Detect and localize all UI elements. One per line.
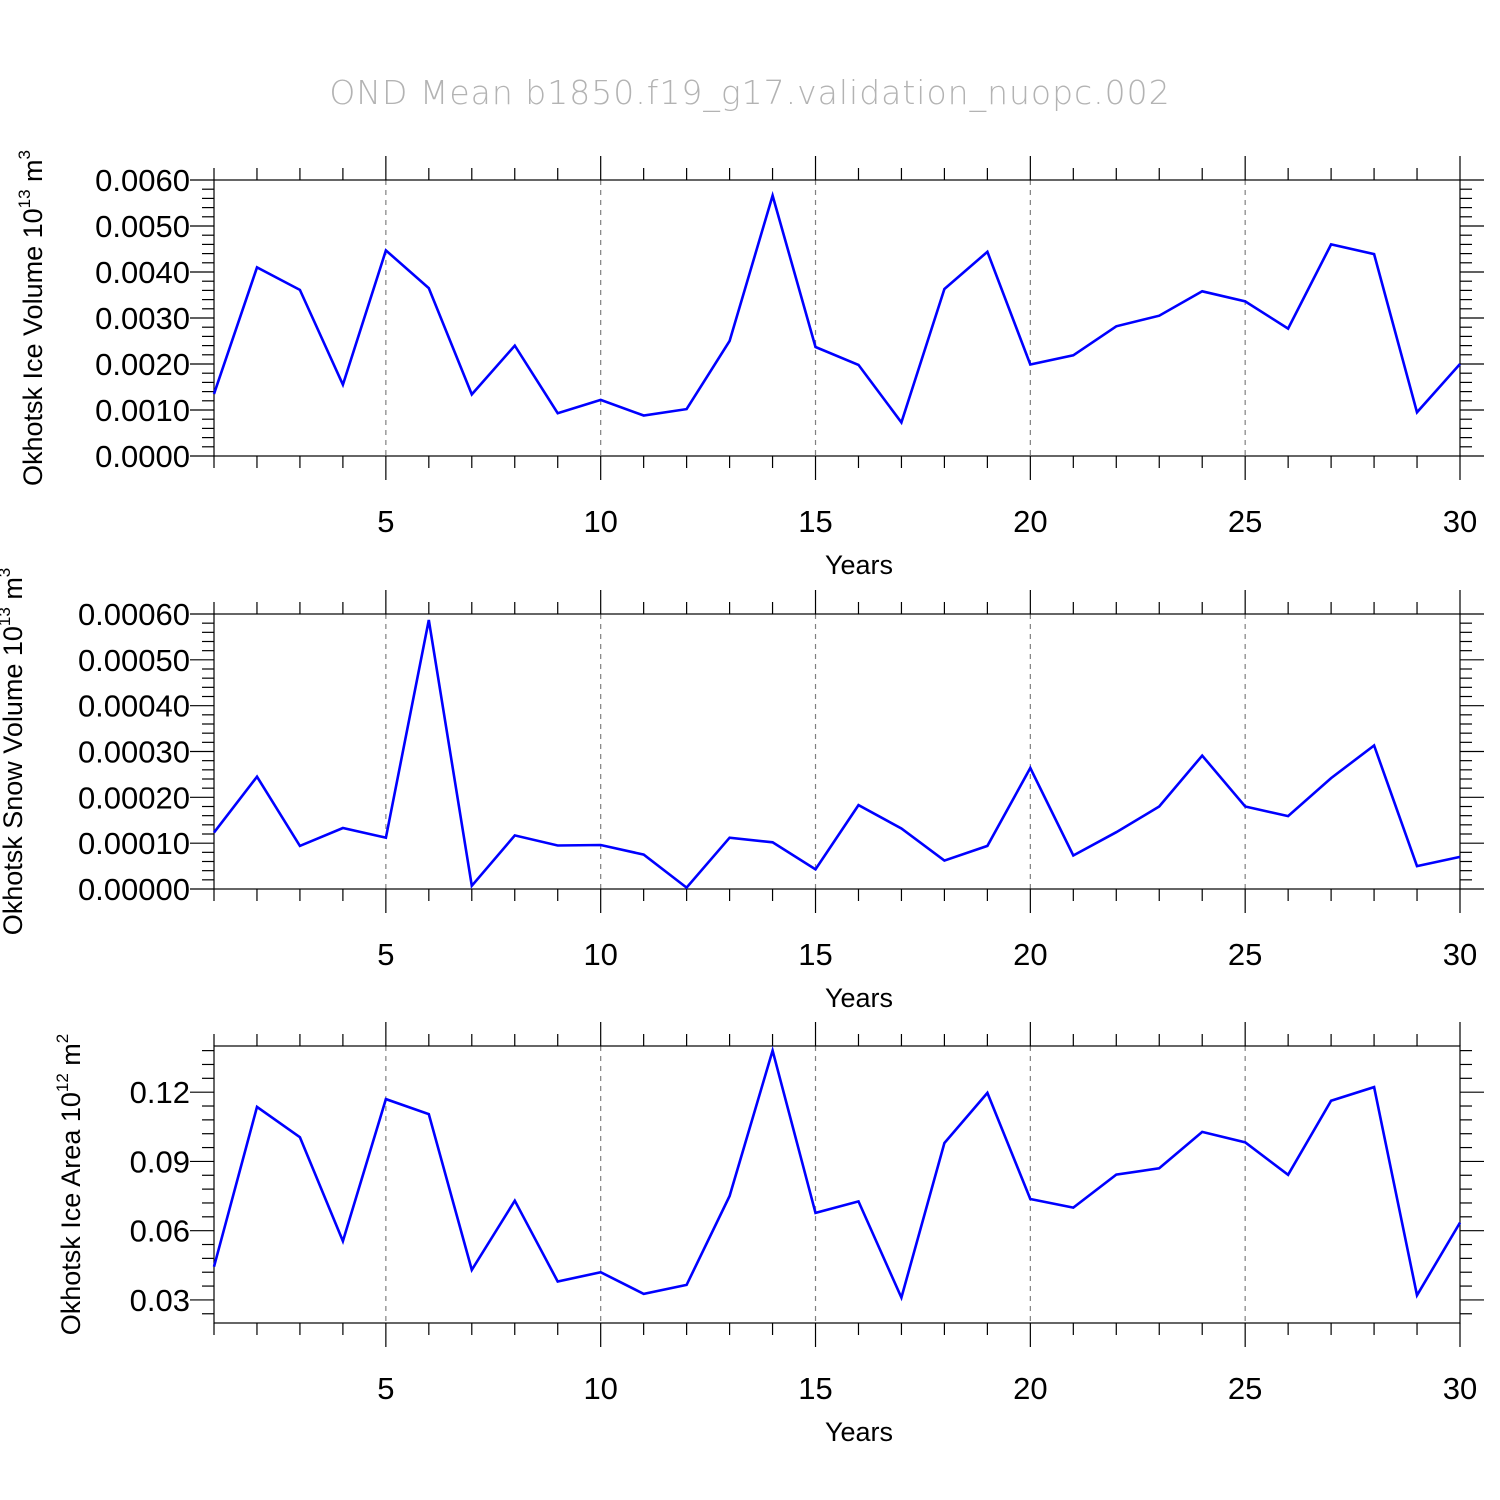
- x-tick-label: 30: [1443, 1371, 1477, 1406]
- x-tick-label: 20: [1013, 504, 1047, 539]
- series-line: [212, 1045, 1462, 1302]
- y-tick-label: 0.00060: [78, 597, 190, 632]
- y-axis-label: Okhotsk Ice Volume 1013 m3: [15, 150, 48, 486]
- y-axis-label-unit-exponent: 3: [15, 150, 34, 159]
- y-tick-label: 0.0000: [95, 439, 190, 474]
- x-tick-label: 15: [798, 504, 832, 539]
- x-axis-label: Years: [825, 983, 893, 1013]
- panel-2: 5 10 15 20 25 30 Years 0.00000 0.00010 0.00020 0.0…: [0, 568, 1484, 1013]
- plot-frame: [213, 1045, 1461, 1324]
- x-tick-label: 5: [377, 1371, 394, 1406]
- x-tick-label: 30: [1443, 504, 1477, 539]
- y-axis-label-unit-exponent: 3: [0, 568, 14, 577]
- y-tick-label: 0.00040: [78, 689, 190, 724]
- y-axis-label-unit-exponent: 2: [53, 1034, 72, 1043]
- x-axis-label: Years: [825, 550, 893, 580]
- y-tick-label: 0.0010: [95, 393, 190, 428]
- chart-title: OND Mean b1850.f19_g17.validation_nuopc.…: [329, 73, 1170, 113]
- panel-1: 5 10 15 20 25 30 Years 0.0000 0.0010 0.0020 0.0030…: [15, 150, 1484, 580]
- y-tick-label: 0.09: [130, 1144, 190, 1179]
- y-axis-label-exponent: 12: [53, 1073, 72, 1092]
- y-tick-label: 0.06: [130, 1214, 190, 1249]
- x-tick-label: 20: [1013, 937, 1047, 972]
- panel-3: 5 10 15 20 25 30 Years 0.03 0.06 0.09 0.12 Okhotsk …: [53, 1022, 1484, 1447]
- y-axis-label-text: Okhotsk Ice Volume 10: [18, 208, 48, 486]
- x-axis-label: Years: [825, 1417, 893, 1447]
- y-axis-label-unit: m: [18, 159, 48, 189]
- y-tick-label: 0.00020: [78, 780, 190, 815]
- y-axis-label: Okhotsk Ice Area 1012 m2: [53, 1034, 86, 1336]
- x-tick-label: 10: [583, 937, 617, 972]
- y-axis-label-unit: m: [56, 1043, 86, 1073]
- y-tick-label: 0.0020: [95, 347, 190, 382]
- x-tick-label: 25: [1228, 937, 1262, 972]
- y-tick-label: 0.00000: [78, 872, 190, 907]
- x-tick-label: 20: [1013, 1371, 1047, 1406]
- y-tick-label: 0.00010: [78, 826, 190, 861]
- y-axis-label-unit: m: [0, 577, 28, 607]
- y-axis-label-exponent: 13: [15, 189, 34, 208]
- y-tick-label: 0.0050: [95, 209, 190, 244]
- x-tick-label: 5: [377, 504, 394, 539]
- x-tick-label: 25: [1228, 504, 1262, 539]
- x-tick-label: 25: [1228, 1371, 1262, 1406]
- x-tick-label: 15: [798, 1371, 832, 1406]
- x-tick-label: 10: [583, 504, 617, 539]
- series-line: [212, 190, 1461, 426]
- y-tick-label: 0.03: [130, 1283, 190, 1318]
- y-axis-label: Okhotsk Snow Volume 1013 m3: [0, 568, 28, 936]
- plot-frame: [213, 613, 1461, 890]
- y-tick-label: 0.00030: [78, 735, 190, 770]
- series-line: [212, 619, 1461, 890]
- y-tick-label: 0.00050: [78, 643, 190, 678]
- y-tick-label: 0.0060: [95, 163, 190, 198]
- x-tick-label: 15: [798, 937, 832, 972]
- y-axis-label-text: Okhotsk Snow Volume 10: [0, 626, 28, 935]
- y-tick-label: 0.12: [130, 1075, 190, 1110]
- x-tick-label: 10: [583, 1371, 617, 1406]
- y-tick-label: 0.0030: [95, 301, 190, 336]
- y-tick-label: 0.0040: [95, 255, 190, 290]
- y-axis-label-exponent: 13: [0, 607, 14, 626]
- y-axis-label-text: Okhotsk Ice Area 10: [56, 1092, 86, 1335]
- x-tick-label: 30: [1443, 937, 1477, 972]
- x-tick-label: 5: [377, 937, 394, 972]
- panels: 5 10 15 20 25 30Years0.00000.00100.00200.0030…: [0, 150, 1484, 1447]
